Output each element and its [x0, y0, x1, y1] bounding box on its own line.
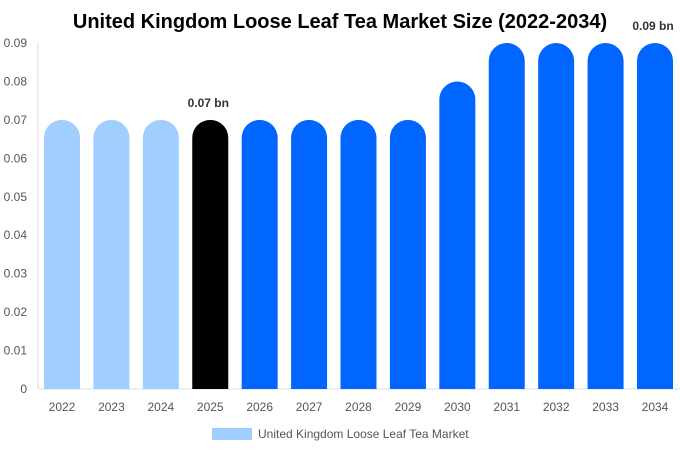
y-tick-label: 0.02 — [4, 305, 28, 319]
x-axis: 2022 2023 2024 2025 2026 2027 2028 2029 2030 2031… — [49, 400, 669, 414]
x-tick-label: 2027 — [296, 400, 323, 414]
x-tick-label: 2033 — [592, 400, 619, 414]
bar-2032[interactable] — [538, 43, 575, 389]
data-labels: 0.07 bn 0.09 bn — [188, 19, 674, 110]
y-tick-label: 0.01 — [4, 344, 28, 358]
x-tick-label: 2030 — [444, 400, 471, 414]
legend-label[interactable]: United Kingdom Loose Leaf Tea Market — [258, 427, 469, 441]
y-tick-label: 0 — [20, 382, 27, 396]
bar-2030[interactable] — [439, 81, 476, 389]
x-tick-label: 2026 — [246, 400, 273, 414]
y-tick-label: 0.03 — [4, 267, 28, 281]
bar-2029[interactable] — [389, 119, 426, 389]
y-tick-label: 0.04 — [4, 228, 28, 242]
bar-2023[interactable] — [93, 119, 130, 389]
legend-swatch[interactable] — [212, 428, 252, 440]
y-tick-label: 0.07 — [4, 113, 28, 127]
y-tick-label: 0.05 — [4, 190, 28, 204]
x-tick-label: 2034 — [642, 400, 669, 414]
y-tick-label: 0.06 — [4, 151, 28, 165]
x-tick-label: 2024 — [147, 400, 174, 414]
bar-2022[interactable] — [44, 119, 80, 389]
x-tick-label: 2025 — [197, 400, 224, 414]
x-tick-label: 2032 — [543, 400, 570, 414]
bar-2031[interactable] — [488, 43, 525, 389]
chart-title: United Kingdom Loose Leaf Tea Market Siz… — [73, 11, 607, 33]
x-tick-label: 2023 — [98, 400, 125, 414]
bar-2034[interactable] — [637, 43, 673, 389]
bars — [44, 43, 673, 389]
y-tick-label: 0.08 — [4, 74, 28, 88]
x-tick-label: 2029 — [395, 400, 422, 414]
x-tick-label: 2031 — [493, 400, 520, 414]
x-tick-label: 2028 — [345, 400, 372, 414]
bar-2026[interactable] — [241, 119, 278, 389]
bar-2025[interactable] — [192, 119, 229, 389]
bar-2027[interactable] — [291, 119, 328, 389]
data-label-2034: 0.09 bn — [632, 19, 673, 33]
bar-2024[interactable] — [142, 119, 179, 389]
y-tick-label: 0.09 — [4, 36, 28, 50]
x-tick-label: 2022 — [49, 400, 76, 414]
bar-2028[interactable] — [340, 119, 377, 389]
bar-2033[interactable] — [587, 43, 624, 389]
data-label-2025: 0.07 bn — [188, 96, 229, 110]
